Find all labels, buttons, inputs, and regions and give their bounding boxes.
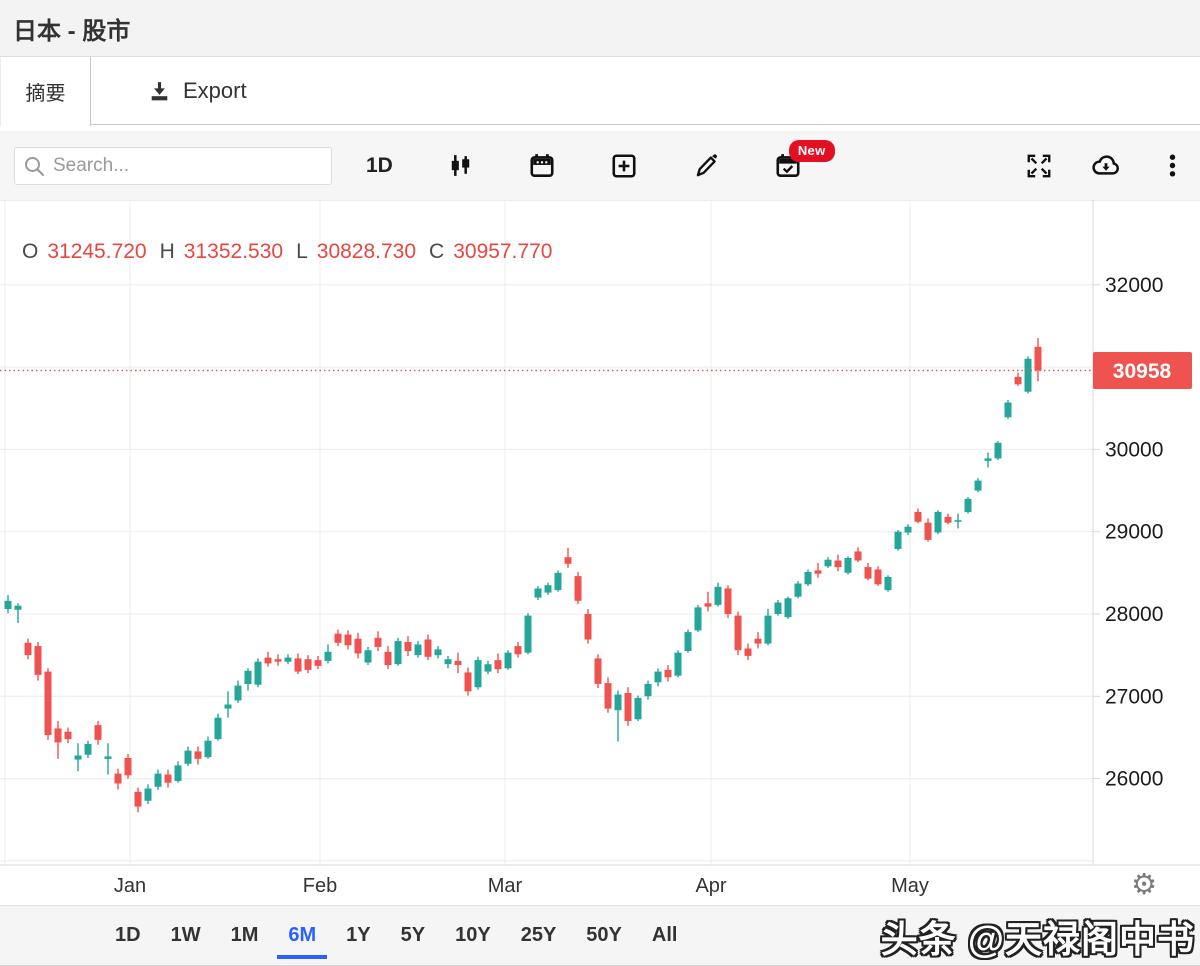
candlestick-chart[interactable]: Jan Feb Mar Apr May 32000 30000 29000 28000 27000… bbox=[0, 200, 1200, 905]
events-button[interactable]: New bbox=[774, 139, 835, 180]
tab-summary-label: 摘要 bbox=[25, 83, 66, 105]
close-value: 30957.770 bbox=[453, 240, 553, 263]
svg-text:29000: 29000 bbox=[1105, 521, 1163, 544]
draw-button[interactable] bbox=[692, 152, 720, 180]
download-icon bbox=[151, 81, 168, 100]
download-chart-button[interactable] bbox=[1089, 151, 1123, 181]
calendar-check-icon bbox=[776, 153, 800, 177]
cloud-download-icon bbox=[1092, 154, 1120, 175]
range-button-all[interactable]: All bbox=[641, 912, 689, 959]
calendar-icon bbox=[530, 153, 554, 177]
more-menu-button[interactable] bbox=[1159, 152, 1186, 179]
svg-text:Jan: Jan bbox=[114, 875, 146, 897]
chart-type-button[interactable] bbox=[447, 152, 474, 179]
range-button-1y[interactable]: 1Y bbox=[335, 912, 381, 959]
fullscreen-button[interactable] bbox=[1025, 152, 1053, 180]
search-box bbox=[14, 146, 332, 185]
search-icon bbox=[25, 156, 44, 176]
kebab-menu-icon bbox=[1169, 154, 1176, 177]
low-label: L bbox=[296, 240, 308, 263]
open-label: O bbox=[22, 240, 39, 263]
svg-text:30000: 30000 bbox=[1105, 438, 1163, 461]
svg-text:32000: 32000 bbox=[1105, 274, 1163, 297]
svg-text:Apr: Apr bbox=[695, 875, 726, 897]
range-button-1w[interactable]: 1W bbox=[160, 912, 212, 959]
new-badge: New bbox=[788, 139, 835, 162]
page-header: 日本 - 股市 bbox=[0, 0, 1200, 57]
range-button-1m[interactable]: 1M bbox=[220, 912, 270, 959]
svg-text:Feb: Feb bbox=[303, 875, 337, 897]
range-button-25y[interactable]: 25Y bbox=[510, 912, 568, 959]
range-button-1d[interactable]: 1D bbox=[104, 912, 152, 959]
fullscreen-icon bbox=[1027, 154, 1051, 177]
range-selector: 1D 1W 1M 6M 1Y 5Y 10Y 25Y 50Y All 头条 @天禄阁中书 bbox=[0, 905, 1200, 966]
export-label: Export bbox=[183, 78, 247, 103]
svg-text:28000: 28000 bbox=[1105, 603, 1163, 626]
svg-text:26000: 26000 bbox=[1105, 768, 1163, 791]
axis-settings-gear-icon[interactable]: ⚙ bbox=[1131, 869, 1157, 901]
search-input[interactable] bbox=[14, 146, 332, 185]
range-button-10y[interactable]: 10Y bbox=[444, 912, 502, 959]
ohlc-legend: O 31245.720 H 31352.530 L 30828.730 C 30957.770 bbox=[22, 240, 566, 264]
close-label: C bbox=[429, 240, 445, 263]
tab-summary[interactable]: 摘要 bbox=[0, 57, 91, 126]
low-value: 30828.730 bbox=[316, 240, 417, 263]
chart-toolbar: 1D bbox=[0, 131, 1200, 200]
range-button-5y[interactable]: 5Y bbox=[390, 912, 436, 959]
candlestick-chart-icon bbox=[451, 155, 470, 176]
chart-area[interactable]: O 31245.720 H 31352.530 L 30828.730 C 30957.770… bbox=[0, 200, 1200, 905]
pencil-icon bbox=[696, 153, 717, 176]
svg-text:27000: 27000 bbox=[1105, 685, 1163, 708]
svg-text:30958: 30958 bbox=[1113, 360, 1172, 383]
high-label: H bbox=[159, 240, 175, 263]
range-button-6m[interactable]: 6M bbox=[277, 912, 328, 959]
tab-bar: 摘要 Export bbox=[0, 57, 1200, 126]
calendar-button[interactable] bbox=[528, 152, 556, 180]
high-value: 31352.530 bbox=[183, 240, 284, 263]
range-button-50y[interactable]: 50Y bbox=[575, 912, 633, 959]
add-square-icon bbox=[612, 153, 636, 178]
watermark: 头条 @天禄阁中书 bbox=[880, 919, 1195, 960]
svg-text:May: May bbox=[891, 875, 929, 897]
svg-text:Mar: Mar bbox=[488, 875, 523, 897]
page-title: 日本 - 股市 bbox=[13, 17, 131, 45]
export-button[interactable]: Export bbox=[147, 57, 247, 125]
add-indicator-button[interactable] bbox=[610, 152, 638, 180]
range-buttons: 1D 1W 1M 6M 1Y 5Y 10Y 25Y 50Y All bbox=[104, 912, 696, 959]
interval-button[interactable]: 1D bbox=[366, 153, 393, 177]
open-value: 31245.720 bbox=[47, 240, 147, 263]
